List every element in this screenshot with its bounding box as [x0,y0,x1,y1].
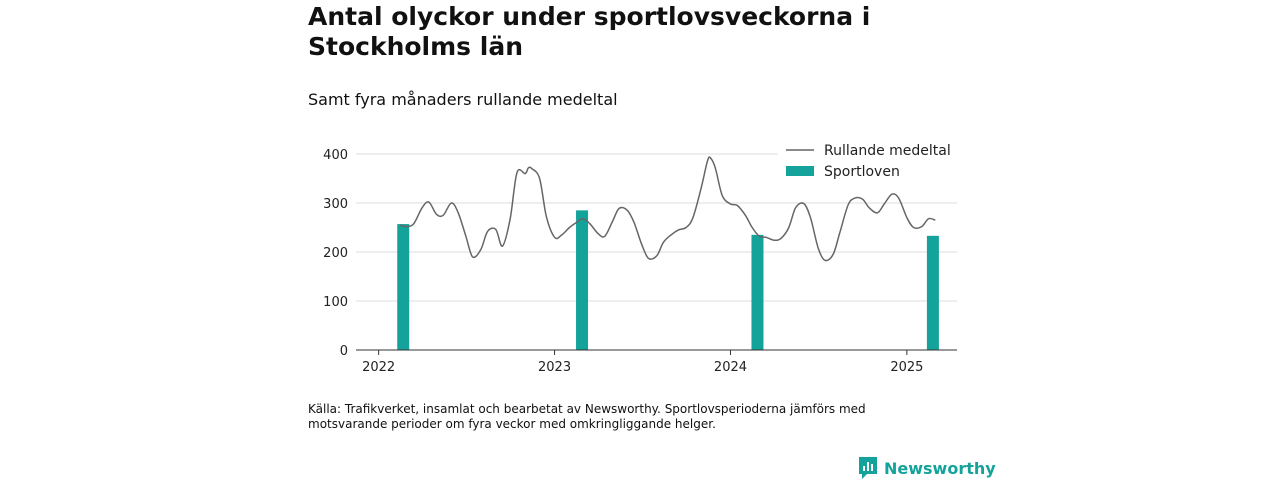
legend-background [778,142,958,184]
x-tick-label-2024: 2024 [714,360,747,375]
bar-series [397,210,939,350]
chart-title: Antal olyckor under sportlovsveckorna i … [308,2,871,61]
y-tick-label-100: 100 [323,295,348,310]
x-tick-label-2023: 2023 [538,360,571,375]
source-note: Källa: Trafikverket, insamlat och bearbe… [308,402,866,431]
bar-sportloven-2022 [397,224,410,350]
brand-name: Newsworthy [884,458,996,478]
legend-label-line: Rullande medeltal [824,143,951,159]
y-tick-label-300: 300 [323,197,348,212]
bar-sportloven-2025 [926,235,939,350]
legend: Rullande medeltal Sportloven [778,142,958,184]
bar-chart-speech-bubble-icon [859,457,877,479]
x-axis-tick-labels: 2022 2023 2024 2025 [362,350,923,375]
bar-sportloven-2024 [751,234,764,350]
line-series-rullande-medeltal [400,156,936,262]
y-tick-label-200: 200 [323,246,348,261]
bar-sportloven-2023 [576,210,589,350]
x-tick-label-2022: 2022 [362,360,395,375]
x-tick-label-2025: 2025 [890,360,923,375]
y-tick-label-0: 0 [340,344,348,359]
y-tick-label-400: 400 [323,148,348,163]
brand-logo: Newsworthy [858,456,996,480]
y-axis-tick-labels: 0 100 200 300 400 [323,148,348,359]
legend-label-bar: Sportloven [824,164,900,180]
legend-bar-swatch [786,166,814,176]
chart-subtitle: Samt fyra månaders rullande medeltal [308,90,618,109]
chart: 0 100 200 300 400 2022 2023 2024 2025 Rullande … [323,142,958,375]
